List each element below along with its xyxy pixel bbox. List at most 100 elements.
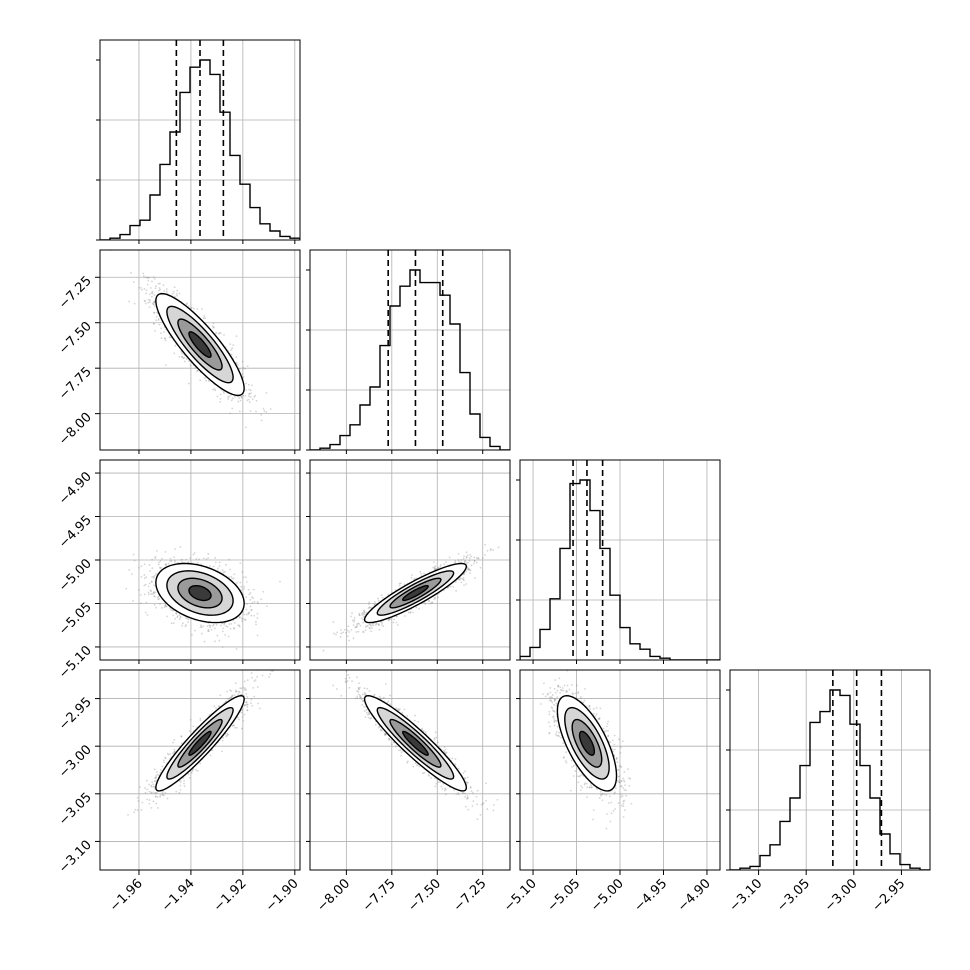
scatter-point [322,649,325,652]
scatter-point [466,566,469,569]
scatter-panel-2-0 [100,460,300,660]
scatter-point [218,639,221,642]
scatter-point [144,300,147,302]
scatter-point [218,561,221,564]
scatter-point [192,307,195,310]
scatter-point [355,631,358,633]
scatter-point [147,301,150,304]
scatter-point [191,633,193,636]
scatter-point [172,290,175,293]
scatter-point [219,401,222,403]
scatter-point [164,604,167,607]
scatter-point [152,323,155,325]
scatter-point [183,360,186,363]
scatter-point [176,294,179,297]
scatter-point [465,556,468,559]
scatter-point [232,577,235,580]
scatter-point [428,599,430,602]
scatter-point [144,302,147,305]
scatter-point [462,557,465,560]
scatter-point [152,591,155,594]
scatter-point [214,640,216,643]
scatter-point [233,627,236,630]
scatter-point [466,568,469,571]
scatter-point [350,615,352,618]
scatter-point [159,559,162,562]
scatter-point [151,558,154,561]
scatter-point [213,388,216,390]
scatter-point [190,306,193,309]
scatter-point [174,617,177,620]
scatter-point [339,636,342,638]
scatter-point [251,384,253,387]
scatter-point [155,606,157,609]
scatter-point [216,634,219,637]
scatter-point [457,552,460,555]
scatter-point [238,367,241,370]
scatter-point [201,632,203,635]
scatter-point [253,600,256,603]
scatter-point [151,576,154,578]
scatter-point [231,397,234,400]
scatter-point [186,617,189,620]
scatter-point [217,332,220,335]
scatter-point [151,302,154,305]
scatter-point [340,628,342,631]
scatter-point [185,303,188,306]
scatter-point [388,618,391,621]
scatter-point [348,631,351,633]
scatter-point [148,276,151,279]
scatter-point [347,625,350,628]
scatter-point [198,558,200,561]
scatter-point [248,388,251,391]
scatter-point [145,289,148,292]
scatter-point [150,580,153,583]
scatter-point [132,553,135,556]
scatter-point [141,288,143,291]
scatter-point [209,624,212,627]
scatter-point [154,591,157,594]
scatter-point [148,564,151,566]
scatter-point [151,290,154,293]
scatter-point [182,357,185,360]
scatter-point [248,593,251,596]
scatter-point [153,322,155,325]
scatter-point [201,308,203,311]
scatter-point [473,560,476,562]
scatter-point [468,559,471,562]
scatter-point [398,582,401,585]
scatter-point [244,618,246,621]
scatter-point [355,625,358,628]
scatter-point [477,557,480,560]
scatter-point [196,369,199,372]
scatter-point [178,614,181,616]
scatter-point [260,419,263,422]
scatter-point [147,585,150,588]
scatter-point [250,392,252,395]
scatter-point [153,592,155,595]
scatter-point [231,577,233,580]
scatter-point [138,589,140,591]
scatter-point [151,295,153,298]
scatter-point [420,572,422,575]
scatter-point [205,379,208,382]
scatter-point [238,410,241,413]
scatter-point [262,407,265,410]
scatter-point [368,603,370,605]
scatter-point [158,566,161,569]
scatter-point [180,558,182,561]
scatter-point [433,566,436,569]
scatter-point [181,352,184,355]
scatter-point [377,597,379,600]
scatter-point [212,565,215,568]
scatter-point [148,582,151,585]
scatter-point [356,624,359,627]
scatter-point [399,582,402,585]
scatter-point [174,344,177,347]
scatter-point [251,398,254,401]
scatter-point [218,331,221,334]
scatter-point [178,292,181,295]
scatter-point [242,375,245,378]
scatter-point [369,627,371,630]
